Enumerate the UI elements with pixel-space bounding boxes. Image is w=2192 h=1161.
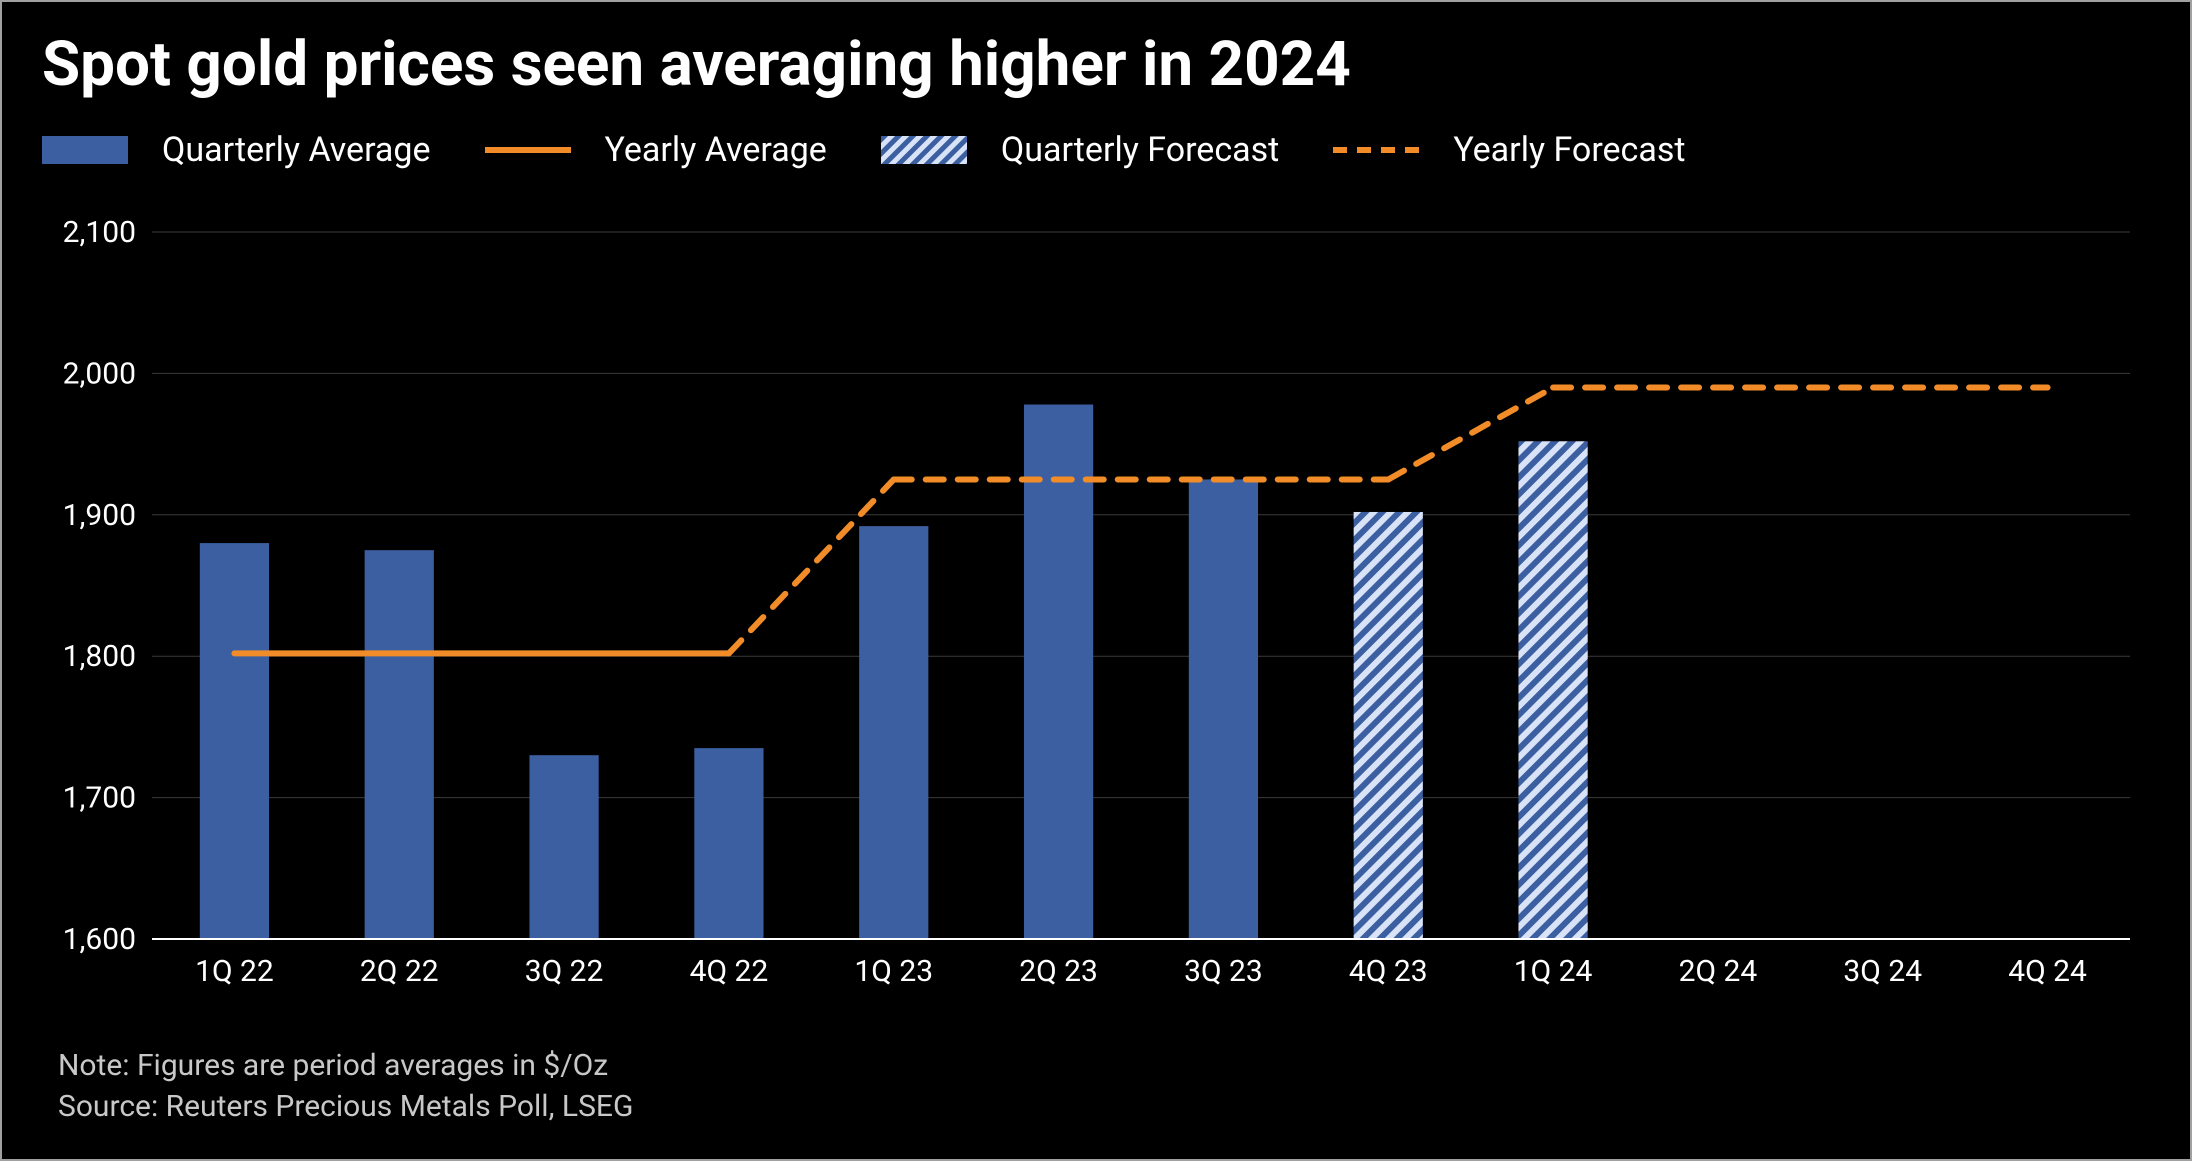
plot-area: 1,600 1,700 1,800 1,900 2,000 2,100 1Q 22 2Q 22… [42, 202, 2150, 999]
bar-forecast [1354, 512, 1423, 939]
svg-text:1,800: 1,800 [63, 639, 136, 674]
x-axis-label: 4Q 22 [690, 954, 769, 989]
svg-text:2,000: 2,000 [63, 356, 136, 391]
bar-actual [1024, 405, 1093, 939]
x-axis-label: 2Q 24 [1679, 954, 1758, 989]
svg-text:2,100: 2,100 [63, 215, 136, 250]
bar-actual [200, 543, 269, 939]
legend-label-quarterly-forecast: Quarterly Forecast [1001, 130, 1279, 170]
x-axis-label: 1Q 23 [854, 954, 933, 989]
footnote-source: Source: Reuters Precious Metals Poll, LS… [58, 1087, 633, 1128]
chart-footnote: Note: Figures are period averages in $/O… [58, 1046, 633, 1127]
x-axis-label: 4Q 24 [2008, 954, 2087, 989]
svg-text:1,900: 1,900 [63, 498, 136, 533]
bar-actual [1189, 479, 1258, 939]
x-axis-label: 2Q 22 [360, 954, 439, 989]
x-axis-label: 3Q 23 [1184, 954, 1263, 989]
bar-actual [859, 526, 928, 939]
legend-label-quarterly-average: Quarterly Average [162, 130, 431, 170]
chart-svg: 1,600 1,700 1,800 1,900 2,000 2,100 1Q 22 2Q 22… [42, 202, 2150, 999]
legend-swatch-yearly-average [485, 136, 571, 164]
bar-actual [529, 755, 598, 939]
x-axis-label: 3Q 24 [1843, 954, 1922, 989]
svg-text:1,700: 1,700 [63, 781, 136, 816]
legend-swatch-quarterly-average [42, 136, 128, 164]
bar-actual [365, 550, 434, 939]
legend-swatch-yearly-forecast [1333, 136, 1419, 164]
chart-legend: Quarterly Average Yearly Average Quarter… [42, 130, 1716, 170]
x-axis-label: 4Q 23 [1349, 954, 1428, 989]
legend-swatch-quarterly-forecast [881, 136, 967, 164]
x-axis-label: 1Q 22 [195, 954, 274, 989]
legend-label-yearly-forecast: Yearly Forecast [1453, 130, 1685, 170]
legend-label-yearly-average: Yearly Average [605, 130, 827, 170]
chart-card: Spot gold prices seen averaging higher i… [0, 0, 2192, 1161]
x-axis-label: 2Q 23 [1019, 954, 1098, 989]
bar-forecast [1518, 441, 1587, 939]
x-axis-label: 1Q 24 [1514, 954, 1593, 989]
bar-actual [694, 748, 763, 939]
footnote-note: Note: Figures are period averages in $/O… [58, 1046, 633, 1087]
svg-text:1,600: 1,600 [63, 922, 136, 957]
chart-title: Spot gold prices seen averaging higher i… [42, 28, 1351, 101]
x-axis-label: 3Q 22 [525, 954, 604, 989]
